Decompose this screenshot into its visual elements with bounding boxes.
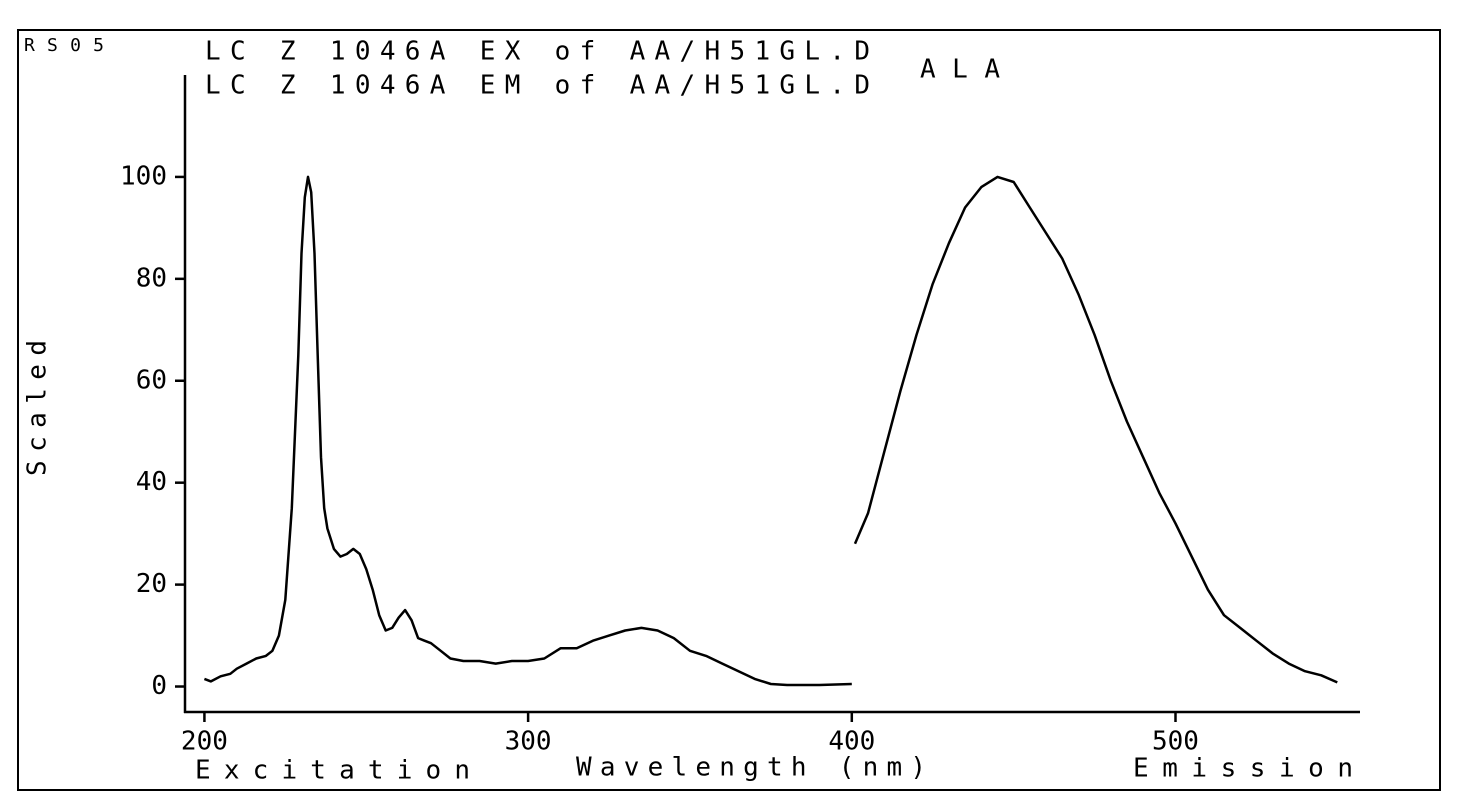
frame (17, 29, 1441, 791)
data-line (853, 175, 1338, 684)
y-tick-label: 60 (136, 365, 167, 395)
y-tick-label: 0 (151, 671, 167, 701)
x-axis-label: Wavelength (nm) (576, 753, 926, 783)
legend-label: LC Z 1046A EX of AA/H51GL.D (205, 37, 870, 67)
y-tick-label: 20 (136, 569, 167, 599)
x-tick-label: 400 (828, 727, 875, 757)
annotation: ALA (920, 55, 1000, 85)
y-tick-label: 40 (136, 467, 167, 497)
x-tick-label: 300 (505, 727, 552, 757)
x-tick-label: 500 (1152, 727, 1199, 757)
x-tick-label: 200 (181, 727, 228, 757)
y-tick-label: 80 (136, 263, 167, 293)
legend-label: LC Z 1046A EM of AA/H51GL.D (205, 71, 870, 101)
data-line (203, 175, 852, 687)
y-tick-label: 100 (120, 161, 167, 191)
